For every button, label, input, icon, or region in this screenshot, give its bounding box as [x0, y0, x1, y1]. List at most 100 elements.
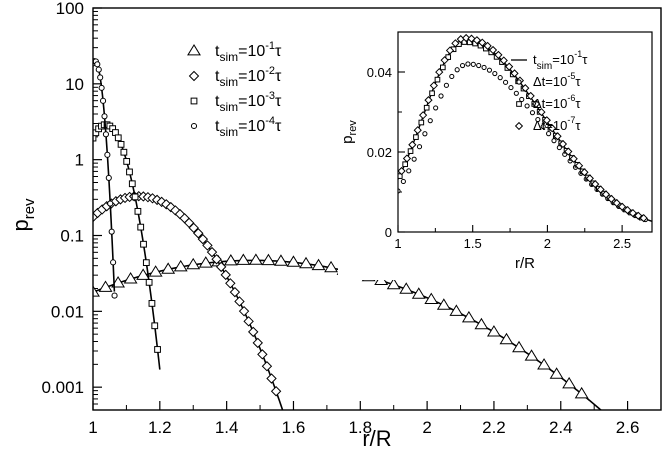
- inset-data-point: [537, 107, 546, 117]
- data-point: [99, 97, 107, 104]
- inset-data-point: [476, 62, 482, 69]
- inset-data-point: [526, 91, 535, 101]
- inset-x-axis-label: r/R: [515, 255, 535, 272]
- inset-legend-label: tsim=10-1τ: [533, 49, 588, 72]
- inset-data-point: [443, 82, 449, 88]
- data-point: [225, 278, 236, 289]
- inset-y-tick-label: 0: [385, 225, 392, 240]
- inset-data-point: [618, 202, 627, 211]
- data-point: [105, 174, 112, 181]
- inset-legend-marker-diamond: [514, 121, 524, 131]
- data-point: [299, 256, 313, 269]
- inset-data-point: [510, 69, 519, 78]
- data-point: [102, 131, 109, 138]
- inset-data-point: [508, 85, 514, 91]
- inset-x-tick-label: 2: [544, 236, 551, 251]
- inset-data-point: [398, 166, 406, 176]
- inset-data-point: [402, 154, 412, 163]
- data-point: [206, 246, 218, 258]
- inset-data-point: [451, 39, 460, 48]
- y-tick-label: 10: [65, 75, 84, 94]
- data-point: [137, 223, 145, 231]
- data-point: [243, 316, 254, 327]
- data-point: [499, 332, 514, 345]
- data-point: [261, 253, 276, 266]
- data-point: [97, 74, 104, 81]
- inset-data-point: [438, 93, 444, 99]
- data-point: [274, 254, 288, 266]
- inset-plot: 1 1.5 2 2.500.020.04r/Rprevtsim=10-1τΔt=10-…: [338, 26, 658, 280]
- main-frame: [92, 7, 662, 411]
- data-point: [487, 325, 501, 337]
- data-point: [562, 376, 577, 389]
- x-tick-label: 2.2: [482, 418, 506, 437]
- x-tick-label: 1.6: [282, 418, 306, 437]
- data-point: [399, 282, 414, 294]
- inset-data-point: [418, 119, 425, 126]
- data-point: [236, 253, 251, 265]
- data-point: [474, 317, 489, 330]
- inset-data-point: [524, 103, 530, 109]
- legend-label: tsim=10-3τ: [215, 90, 282, 114]
- data-point: [386, 277, 401, 290]
- inset-data-point: [465, 61, 471, 67]
- inset-data-point: [502, 79, 509, 85]
- inset-data-point: [634, 211, 643, 220]
- y-axis-label: prev: [8, 198, 38, 232]
- inset-data-point: [505, 62, 514, 71]
- inset-data-point: [548, 124, 557, 133]
- series-square: [93, 121, 161, 370]
- inset-data-point: [440, 56, 449, 65]
- inset-data-point: [591, 180, 600, 189]
- inset-legend-marker-circle: [516, 79, 522, 85]
- data-point: [140, 240, 147, 248]
- data-point: [114, 134, 122, 142]
- data-point: [111, 292, 118, 299]
- data-point: [270, 386, 282, 397]
- data-point: [197, 233, 209, 245]
- legend-label: tsim=10-4τ: [215, 115, 282, 139]
- data-point: [248, 326, 259, 338]
- inset-data-point: [483, 41, 492, 51]
- inset-data-point: [454, 67, 460, 73]
- data-point: [151, 322, 159, 330]
- inset-data-point: [424, 96, 433, 105]
- data-point: [123, 158, 131, 165]
- data-point: [134, 207, 142, 215]
- inset-data-point: [488, 45, 498, 55]
- inset-data-point: [435, 67, 444, 77]
- inset-data-point: [470, 61, 476, 67]
- data-point: [161, 262, 176, 274]
- data-point: [131, 193, 139, 201]
- inset-data-point: [445, 54, 452, 60]
- data-point: [104, 151, 111, 158]
- data-point: [117, 140, 125, 148]
- inset-data-point: [612, 198, 621, 208]
- inset-data-point: [540, 123, 546, 130]
- data-point: [411, 287, 426, 299]
- data-point: [311, 258, 326, 271]
- inset-data-point: [429, 90, 435, 97]
- x-tick-label: 2.6: [616, 418, 640, 437]
- data-point: [193, 228, 204, 239]
- inset-data-point: [580, 168, 589, 177]
- data-point: [436, 298, 451, 310]
- inset-data-point: [542, 116, 551, 125]
- data-point: [424, 292, 439, 305]
- data-point: [266, 373, 277, 384]
- inset-data-point: [601, 190, 611, 199]
- inset-data-point: [558, 139, 568, 149]
- inset-data-point: [413, 134, 419, 140]
- y-tick-label: 0.01: [51, 302, 84, 321]
- inset-data-point: [481, 64, 487, 71]
- data-point: [238, 305, 250, 317]
- inset-legend-marker-square: [516, 101, 522, 107]
- data-point: [126, 168, 133, 176]
- inset-data-point: [519, 96, 525, 103]
- data-point: [111, 276, 125, 288]
- legend-marker-diamond: [188, 70, 200, 82]
- inset-data-point: [411, 156, 417, 162]
- data-point: [449, 304, 464, 316]
